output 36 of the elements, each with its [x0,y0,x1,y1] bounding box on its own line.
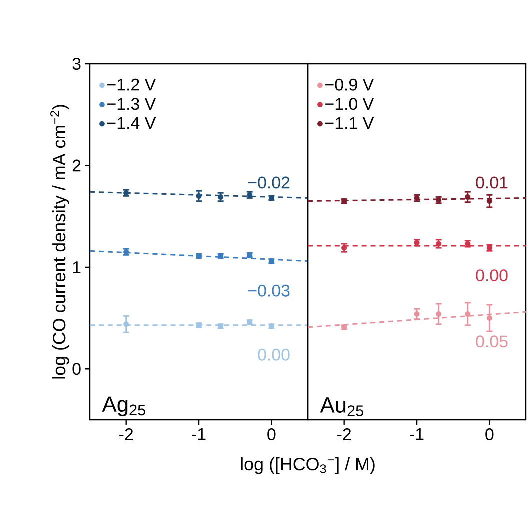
legend-label: −1.4 V [108,117,156,130]
x-tick-label: -1 [192,428,206,440]
legend-label: −0.9 V [326,78,374,91]
legend-label: −1.2 V [108,78,156,91]
point [436,311,442,317]
y-tick-label: 0 [72,363,81,376]
annotation: Ag$_{25}$ [102,396,146,416]
point [436,241,442,247]
point [124,322,130,328]
y-tick-label: 1 [73,262,81,274]
point [486,315,492,322]
y-axis-title: log (CO current density / mA cm$^{−2}$) [50,105,70,379]
point [342,245,348,251]
y-tick-label: 2 [72,160,81,172]
legend-label: −1.3 V [108,98,156,110]
point [414,311,420,317]
annotation: −0.02 [248,176,290,189]
x-tick-label: 0 [268,428,276,440]
annotation: 0.00 [476,270,508,282]
annotation: 0.00 [258,348,290,361]
x-tick-label: 0 [486,428,494,440]
point [196,193,202,200]
x-tick-label: -1 [410,428,424,440]
annotation: 0.05 [476,336,508,348]
point [465,311,471,317]
y-tick-label: 3 [72,58,81,70]
point [218,194,224,200]
x-tick-label: -2 [338,428,352,440]
annotation: 0.01 [476,176,508,189]
annotation: −0.03 [248,284,290,297]
annotation: Au$_{25}$ [320,398,364,416]
x-tick-label: -2 [120,428,134,440]
x-axis-title: log ([HCO$_{3}$$^{−}$] / M) [241,458,375,474]
legend-label: −1.1 V [326,117,374,130]
point [465,194,471,200]
legend-label: −1.0 V [326,98,374,110]
